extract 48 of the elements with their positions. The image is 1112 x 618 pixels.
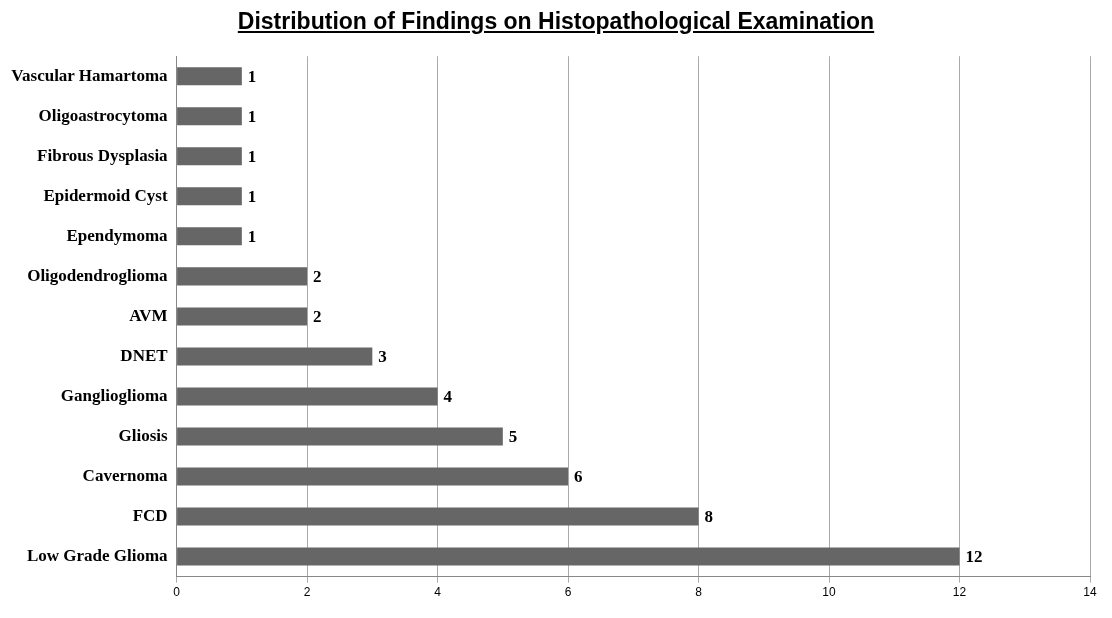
y-tick-label: FCD bbox=[132, 505, 168, 525]
data-label: 5 bbox=[508, 426, 518, 446]
data-label: 1 bbox=[247, 226, 257, 246]
bar bbox=[177, 67, 242, 86]
data-label: 2 bbox=[313, 306, 322, 326]
y-tick-label: Gliosis bbox=[118, 425, 168, 445]
bar bbox=[177, 107, 242, 126]
data-label: 1 bbox=[247, 106, 257, 126]
bar bbox=[177, 267, 308, 286]
x-tick-label: 8 bbox=[695, 585, 703, 600]
y-tick-label: Cavernoma bbox=[82, 465, 169, 485]
bar bbox=[177, 427, 503, 446]
bar bbox=[177, 347, 373, 366]
bar bbox=[177, 467, 569, 486]
bar bbox=[177, 387, 438, 406]
data-label: 1 bbox=[247, 146, 257, 166]
bar bbox=[177, 307, 308, 326]
x-tick-label: 6 bbox=[564, 585, 572, 600]
bar bbox=[177, 187, 242, 206]
y-tick-label: Vascular Hamartoma bbox=[11, 65, 169, 85]
x-tick-label: 14 bbox=[1083, 585, 1097, 600]
y-tick-label: Low Grade Glioma bbox=[26, 545, 169, 565]
y-tick-label: AVM bbox=[129, 305, 168, 325]
bar bbox=[177, 507, 699, 526]
x-tick-label: 10 bbox=[822, 585, 837, 600]
bar bbox=[177, 227, 242, 246]
y-tick-label: Ganglioglioma bbox=[60, 385, 169, 405]
y-tick-label: Ependymoma bbox=[66, 225, 169, 245]
data-label: 2 bbox=[313, 266, 322, 286]
bar bbox=[177, 147, 242, 166]
y-tick-label: Fibrous Dysplasia bbox=[37, 145, 169, 165]
data-label: 8 bbox=[704, 506, 714, 526]
data-label: 3 bbox=[378, 346, 387, 366]
y-tick-label: Oligodendroglioma bbox=[27, 265, 169, 285]
x-tick-label: 12 bbox=[952, 585, 967, 600]
y-tick-label: DNET bbox=[120, 345, 169, 365]
data-label: 1 bbox=[247, 186, 257, 206]
x-tick-label: 0 bbox=[173, 585, 181, 600]
x-tick-label: 2 bbox=[303, 585, 311, 600]
y-tick-label: Epidermoid Cyst bbox=[43, 185, 168, 205]
y-tick-label: Oligoastrocytoma bbox=[38, 105, 169, 125]
data-label: 6 bbox=[574, 466, 583, 486]
chart-title: Distribution of Findings on Histopathological Examination bbox=[236, 8, 876, 35]
data-label: 12 bbox=[965, 546, 983, 566]
x-tick-label: 4 bbox=[434, 585, 442, 600]
data-label: 4 bbox=[443, 386, 453, 406]
data-label: 1 bbox=[247, 66, 257, 86]
bar bbox=[177, 547, 960, 566]
